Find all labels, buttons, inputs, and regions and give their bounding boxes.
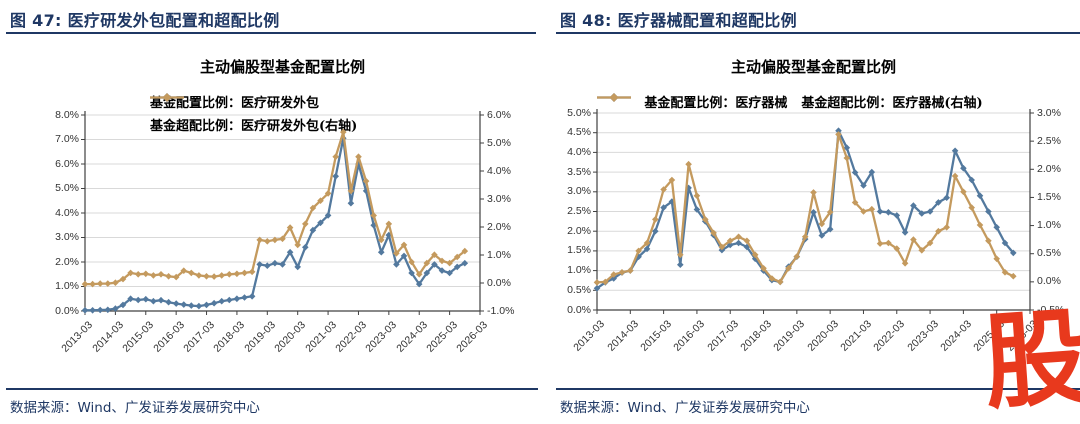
legend-label: 基金超配比例：医疗研发外包(右轴) [150,119,358,134]
y-axis-label-left: 1.0% [567,264,591,277]
footer-divider [556,388,1080,390]
y-axis-label-right: 1.0% [487,248,511,261]
y-axis-label-right: 2.5% [1037,134,1061,147]
header-divider [6,32,536,34]
series-markers [593,131,1017,286]
footer-divider [6,388,538,390]
y-axis-label-right: 2.0% [487,220,511,233]
y-axis-label-right: 6.0% [487,108,511,121]
y-axis-label-right: -0.5% [1037,303,1065,316]
data-source: 数据来源：Wind、广发证券发展研究中心 [560,400,810,416]
y-axis-label-left: 5.0% [55,182,79,194]
y-axis-label-right: 1.0% [1037,219,1061,232]
y-axis-label-left: 0.0% [55,304,79,317]
y-axis-label-left: 5.0% [567,106,591,119]
header-divider [556,32,1080,34]
y-axis-label-right: 3.0% [487,192,511,205]
y-axis-label-right: -1.0% [487,304,515,317]
series-line [596,133,1014,284]
y-axis-label-right: 0.0% [1037,275,1061,288]
y-axis-label-left: 2.5% [567,205,591,217]
legend-label: 基金超配比例：医疗器械(右轴) [801,96,983,111]
figure-caption: 图 47: 医疗研发外包配置和超配比例 [10,11,280,30]
y-axis-label-right: 4.0% [487,164,511,177]
legend: 基金配置比例：医疗器械 基金超配比例：医疗器械(右轴) [597,92,1030,111]
y-axis-label-left: 3.5% [567,165,591,178]
plot-canvas [593,109,1034,314]
legend-item: 基金超配比例：医疗器械(右轴) [597,92,983,111]
y-axis-label-left: 8.0% [55,108,79,121]
plot-canvas [81,111,484,315]
y-axis-label-right: 0.0% [487,276,511,289]
y-axis-label-left: 1.5% [567,244,591,257]
y-axis-label-right: 2.0% [1037,162,1061,175]
legend-marker-icon [597,93,631,102]
data-source: 数据来源：Wind、广发证券发展研究中心 [10,400,260,416]
chart-area: 主动偏股型基金配置比例基金配置比例：医疗器械 基金超配比例：医疗器械(右轴) 0.0… [540,0,1080,424]
y-axis-label-left: 7.0% [55,133,79,145]
y-axis-label-left: 6.0% [55,157,79,170]
legend-item: 基金超配比例：医疗研发外包(右轴) [150,93,358,134]
y-axis-label-left: 3.0% [55,231,79,243]
legend: 基金配置比例：医疗研发外包基金超配比例：医疗研发外包(右轴) [150,92,357,134]
red-stock-watermark-logo: 股 [979,295,1080,424]
y-axis-label-left: 1.0% [55,280,79,292]
y-axis-label-right: 0.5% [1037,247,1061,260]
chart-title: 主动偏股型基金配置比例 [199,58,365,76]
legend-marker-icon [150,93,184,102]
legend-label: 基金配置比例：医疗器械 [644,96,788,111]
legend-label: 基金配置比例：医疗研发外包 [150,96,320,111]
chart-title: 主动偏股型基金配置比例 [730,58,896,76]
y-axis-label-right: 1.5% [1037,190,1061,203]
y-axis-label-left: 0.5% [567,283,591,296]
figure-caption: 图 48: 医疗器械配置和超配比例 [560,11,797,30]
figure-panel-right: 图 48: 医疗器械配置和超配比例 主动偏股型基金配置比例基金配置比例：医疗器械… [540,0,1080,424]
y-axis-label-left: 3.0% [567,185,591,198]
y-axis-label-left: 2.0% [55,255,79,268]
chart-area: 主动偏股型基金配置比例基金配置比例：医疗研发外包基金超配比例：医疗研发外包(右轴… [55,58,515,355]
y-axis-label-left: 4.0% [55,206,79,219]
y-axis-label-left: 4.0% [567,145,591,158]
y-axis-label-left: 2.0% [567,224,591,237]
y-axis-label-right: 5.0% [487,136,511,149]
y-axis-label-right: 3.0% [1037,106,1061,119]
y-axis-label-left: 4.5% [567,126,591,139]
series-line [596,129,1015,290]
figure-panel-left: 图 47: 医疗研发外包配置和超配比例 主动偏股型基金配置比例基金配置比例：医疗… [6,11,538,416]
y-axis-label-left: 0.0% [567,303,591,316]
